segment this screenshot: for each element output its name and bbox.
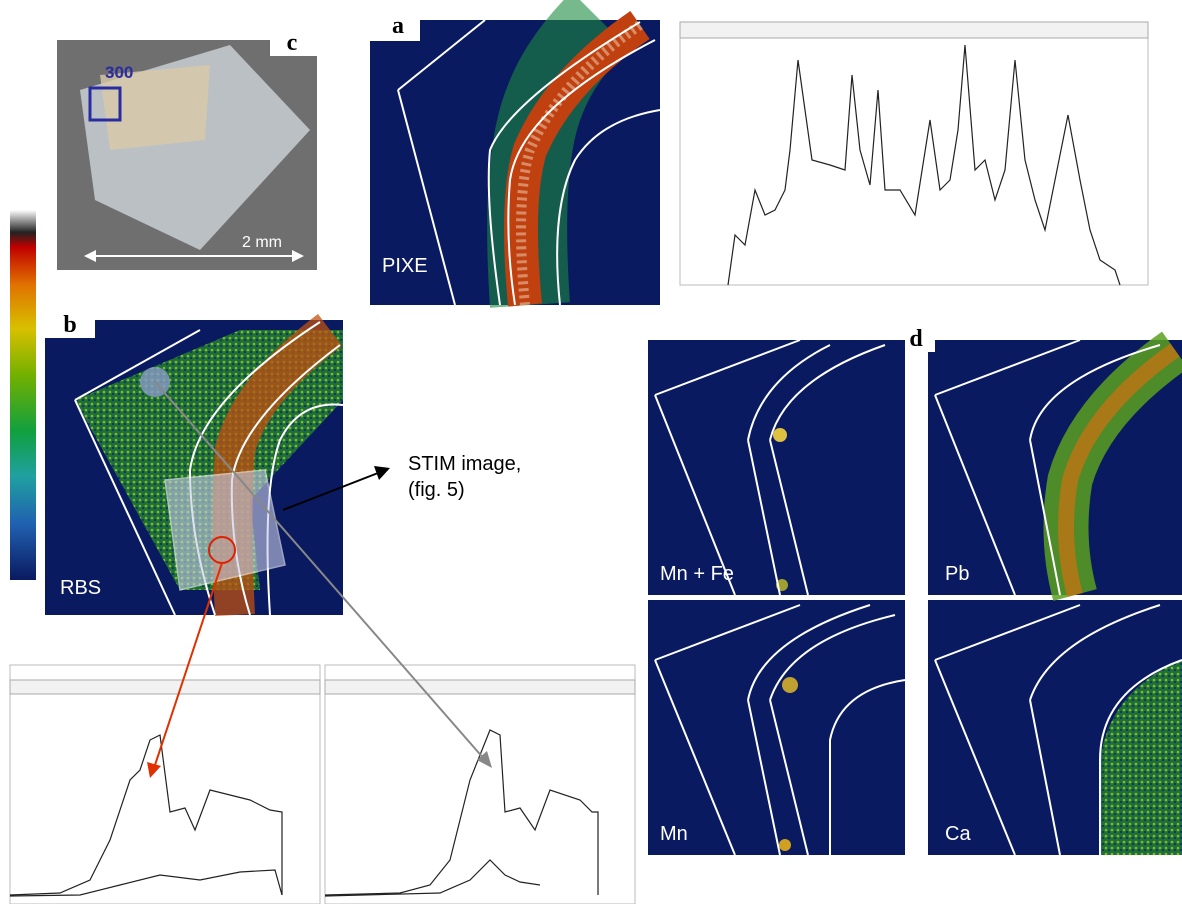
annotation: STIM image,: [408, 453, 521, 475]
panel-label: d: [909, 326, 923, 352]
element-label: RBS: [60, 577, 101, 599]
box-label: 300: [105, 63, 133, 82]
annotation: (fig. 5): [408, 479, 465, 501]
map-label: Mn: [660, 823, 688, 845]
map-label: Mn + Fe: [660, 563, 734, 585]
panel-b: b RBS STIM image, (fig. 5): [45, 312, 521, 615]
panel-label: c: [287, 30, 298, 56]
element-label: PIXE: [382, 255, 428, 277]
panel-label: a: [392, 13, 404, 39]
spectrum: [680, 22, 1148, 285]
panel-c: c 300 2 mm: [57, 30, 317, 270]
panel-label: b: [63, 312, 76, 338]
figure: c 300 2 mm a PIXE b: [0, 0, 1182, 904]
panel-a: a PIXE: [370, 13, 660, 305]
scale-label: 2 mm: [242, 234, 282, 251]
map-label: Ca: [945, 823, 971, 845]
map-label: Pb: [945, 563, 969, 585]
panel-d: d Mn + Fe Pb Mn Ca: [648, 326, 1182, 855]
color-scale: [10, 210, 36, 580]
